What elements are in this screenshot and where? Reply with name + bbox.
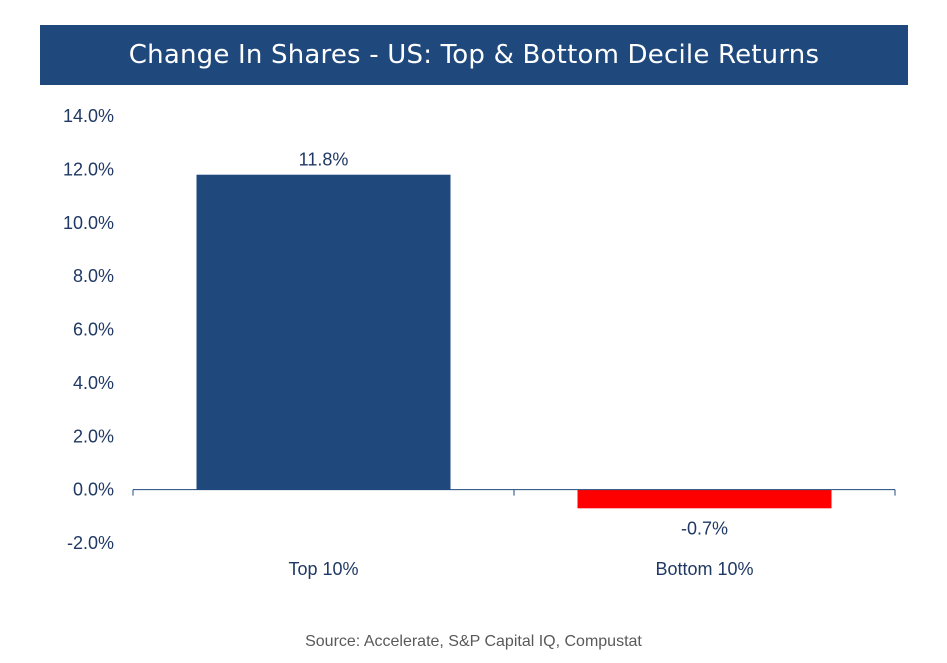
x-axis-category-labels: Top 10% Bottom 10% [288, 559, 753, 579]
y-tick-label: 2.0% [73, 426, 114, 446]
bar-bottom-10 [577, 489, 832, 509]
data-labels: 11.8% -0.7% [299, 150, 728, 539]
y-tick-label: 6.0% [73, 320, 114, 340]
y-tick-label: 10.0% [63, 213, 114, 233]
y-tick-label: 8.0% [73, 266, 114, 286]
y-tick-label: -2.0% [67, 533, 114, 553]
chart-title: Change In Shares - US: Top & Bottom Deci… [40, 25, 908, 85]
y-axis-tick-labels: -2.0% 0.0% 2.0% 4.0% 6.0% 8.0% 10.0% 12.0% 14.0% [63, 106, 114, 553]
x-axis [132, 489, 896, 496]
y-tick-label: 0.0% [73, 480, 114, 500]
bars [196, 174, 832, 509]
source-note: Source: Accelerate, S&P Capital IQ, Comp… [305, 633, 642, 650]
data-label: 11.8% [299, 150, 349, 170]
y-tick-label: 12.0% [63, 159, 114, 179]
y-tick-label: 4.0% [73, 373, 114, 393]
data-label: -0.7% [681, 518, 728, 538]
y-tick-label: 14.0% [63, 106, 114, 126]
bar-top-10 [196, 174, 451, 490]
x-category-label: Top 10% [288, 559, 358, 579]
x-category-label: Bottom 10% [655, 559, 753, 579]
